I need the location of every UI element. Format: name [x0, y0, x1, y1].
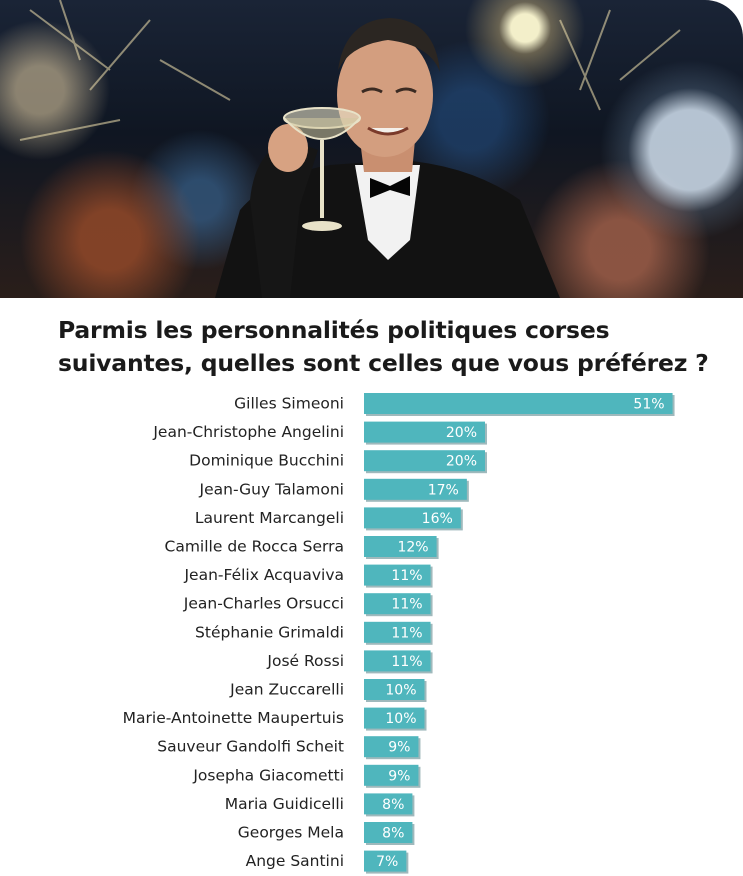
category-label: Jean-Christophe Angelini	[152, 423, 344, 441]
bar	[364, 593, 431, 615]
bar	[364, 621, 431, 643]
bar	[364, 564, 431, 586]
bar	[364, 793, 413, 815]
category-label: Laurent Marcangeli	[195, 509, 344, 527]
category-label: Dominique Bucchini	[189, 452, 344, 470]
category-label: Jean-Guy Talamoni	[199, 480, 344, 498]
bar	[364, 764, 419, 786]
value-label: 8%	[382, 797, 404, 813]
value-label: 20%	[446, 454, 477, 470]
chart-title: Parmis les personnalités politiques cors…	[58, 314, 738, 380]
value-label: 16%	[422, 511, 453, 527]
bar	[364, 850, 407, 872]
category-label: Jean-Félix Acquaviva	[183, 566, 344, 584]
bar	[364, 421, 485, 443]
category-label: Gilles Simeoni	[234, 395, 344, 413]
category-label: Jean-Charles Orsucci	[183, 595, 344, 613]
bar	[364, 450, 485, 472]
value-label: 9%	[388, 740, 410, 756]
value-label: 51%	[633, 397, 664, 413]
value-label: 11%	[391, 568, 422, 584]
category-label: José Rossi	[266, 652, 344, 670]
value-label: 20%	[446, 425, 477, 441]
value-label: 11%	[391, 597, 422, 613]
bar	[364, 478, 467, 500]
category-label: Stéphanie Grimaldi	[195, 623, 344, 641]
hero-illustration	[19, 0, 681, 298]
category-label: Jean Zuccarelli	[229, 681, 344, 699]
bar	[364, 822, 413, 843]
category-label: Ange Santini	[246, 852, 344, 870]
category-label: Marie-Antoinette Maupertuis	[123, 709, 344, 727]
category-label: Georges Mela	[238, 824, 344, 842]
chart-title-line-2: suivantes, quelles sont celles que vous …	[58, 349, 709, 377]
category-label: Josepha Giacometti	[192, 766, 344, 784]
value-label: 17%	[428, 482, 459, 498]
bar	[364, 536, 437, 557]
bar	[364, 650, 431, 672]
bar	[364, 393, 673, 414]
category-label: Sauveur Gandolfi Scheit	[157, 738, 344, 756]
value-label: 12%	[397, 540, 428, 556]
bar-chart: Gilles Simeoni 51% Jean-Christophe Angelin…	[123, 393, 675, 874]
bar	[364, 707, 425, 729]
value-label: 7%	[376, 854, 398, 870]
bar	[364, 507, 461, 529]
hero-photo	[0, 0, 743, 298]
champagne-glass-icon	[283, 107, 361, 231]
value-label: 10%	[385, 711, 416, 727]
category-label: Maria Guidicelli	[225, 795, 344, 813]
value-label: 8%	[382, 826, 404, 842]
bar	[364, 679, 425, 700]
value-label: 10%	[385, 683, 416, 699]
chart-title-line-1: Parmis les personnalités politiques cors…	[58, 316, 610, 344]
bar	[364, 736, 419, 758]
value-label: 9%	[388, 768, 410, 784]
value-label: 11%	[391, 654, 422, 670]
value-label: 11%	[391, 625, 422, 641]
category-label: Camille de Rocca Serra	[165, 538, 344, 556]
